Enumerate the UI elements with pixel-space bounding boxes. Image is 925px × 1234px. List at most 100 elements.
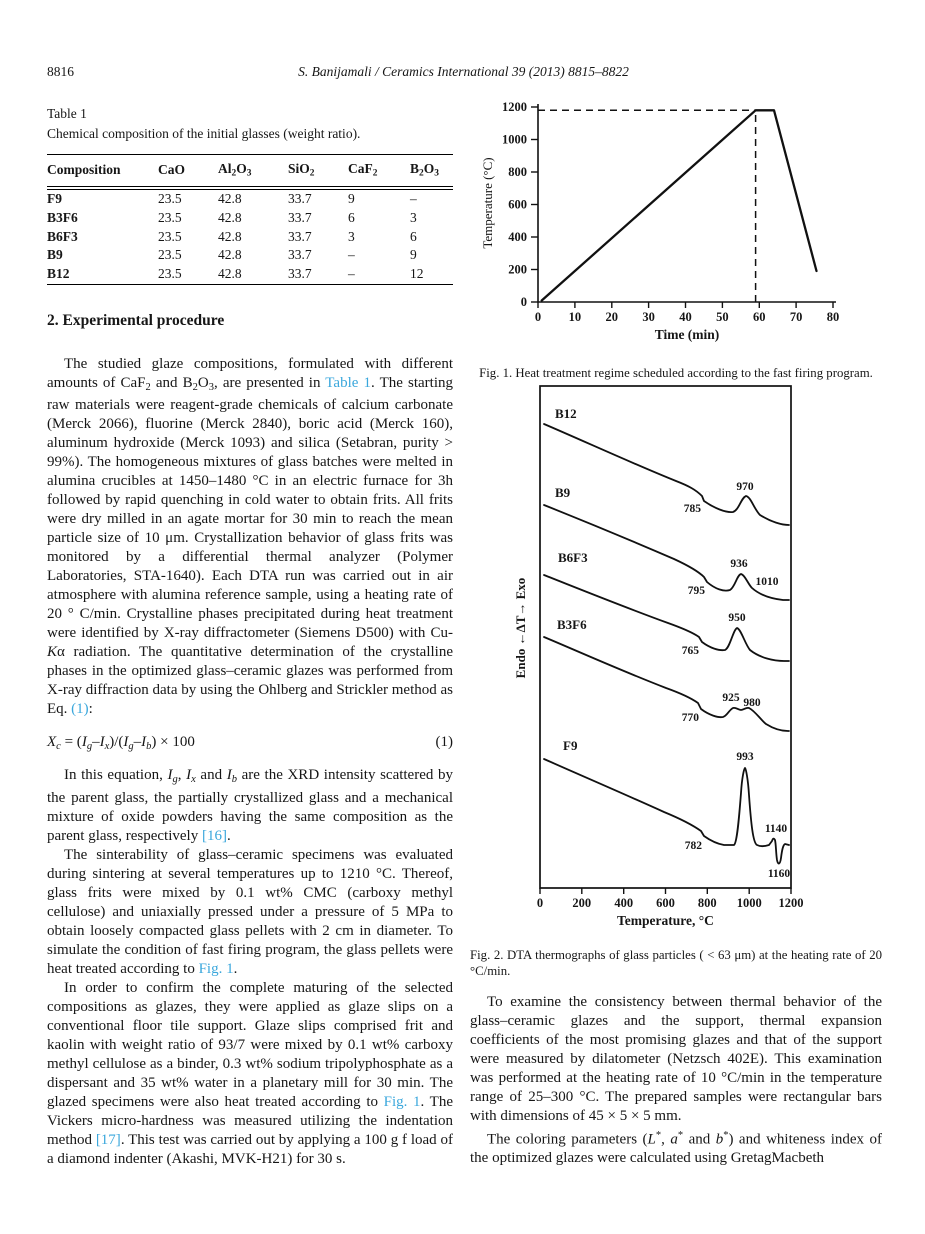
fig1-y-axis-label: Temperature (°C) (480, 157, 495, 248)
fig1-ytick-1000: 1000 (502, 133, 527, 147)
annotation-f9-1140: 1140 (765, 823, 788, 835)
fig1-xtick-60: 60 (753, 310, 766, 324)
table-cell: 23.5 (158, 266, 182, 282)
annotation-f9-782: 782 (685, 840, 703, 852)
table-row: B12 23.5 42.8 33.7 – 12 (47, 265, 453, 284)
page-number: 8816 (47, 64, 74, 79)
table-cell: 33.7 (288, 228, 312, 244)
fig1-x-axis-label: Time (min) (655, 327, 720, 342)
table-header-sio2: SiO2 (288, 154, 348, 190)
table-row: F9 23.5 42.8 33.7 9 – (47, 188, 453, 209)
table-cell: B9 (47, 247, 63, 263)
annotation-b12-970: 970 (736, 481, 754, 493)
annotation-b6f3-765: 765 (682, 645, 700, 657)
fig1-ytick-1200: 1200 (502, 100, 527, 114)
table-cell: B3F6 (47, 209, 78, 225)
table-cell: 3 (410, 209, 417, 225)
citation-link[interactable]: Fig. 1 (383, 1094, 421, 1111)
dta-curve-b9 (543, 504, 790, 601)
annotation-b3f6-925: 925 (722, 692, 740, 704)
annotation-b9-936: 936 (730, 558, 748, 570)
table-cell: – (410, 191, 417, 207)
table-cell: 33.7 (288, 209, 312, 225)
fig1-ytick-400: 400 (508, 230, 527, 244)
fig1-xtick-20: 20 (606, 310, 619, 324)
fig2-x-ticks (539, 888, 792, 894)
curve-label-b9: B9 (555, 485, 571, 500)
fig2-x-axis-label: Temperature, °C (617, 913, 714, 928)
paragraph-dilatometer: To examine the consistency between therm… (470, 994, 882, 1124)
table-header-al2o3: Al2O3 (218, 154, 288, 190)
table-cell: B6F3 (47, 228, 78, 244)
fig2-caption: Fig. 2. DTA thermographs of glass partic… (470, 947, 882, 979)
table-header-caf2: CaF2 (348, 154, 410, 190)
fig2-xtick-1200: 1200 (779, 896, 804, 910)
annotation-b9-1010: 1010 (756, 576, 779, 588)
fig1-xtick-80: 80 (827, 310, 840, 324)
dta-curve-b12 (543, 423, 790, 526)
citation-link[interactable]: (1) (71, 701, 89, 718)
annotation-b6f3-950: 950 (728, 612, 746, 624)
table-cell: 33.7 (288, 266, 312, 282)
table-header-composition: Composition (47, 154, 158, 190)
table-cell: 9 (410, 247, 417, 263)
fig1-xtick-10: 10 (569, 310, 582, 324)
table-row: B6F3 23.5 42.8 33.7 3 6 (47, 227, 453, 246)
table-header-cao: CaO (158, 154, 218, 190)
curve-label-b3f6: B3F6 (557, 617, 587, 632)
equation-1: Xc = (Ig–Ix)/(Ig–Ib) × 100 (1) (47, 734, 453, 752)
fig1-xtick-40: 40 (679, 310, 692, 324)
fig2-xtick-800: 800 (698, 896, 717, 910)
table-cell: 42.8 (218, 247, 242, 263)
section-heading: 2. Experimental procedure (47, 311, 225, 329)
dta-curve-b6f3 (543, 574, 790, 662)
dta-curve-f9 (543, 758, 790, 865)
table-cell: 33.7 (288, 247, 312, 263)
fig1-ytick-600: 600 (508, 198, 527, 212)
annotation-b12-785: 785 (684, 503, 702, 515)
paragraph-experimental-2: In this equation, Ig, Ix and Ib are the … (47, 767, 453, 845)
table-header-b2o3: B2O3 (410, 154, 453, 190)
citation-link[interactable]: Table 1 (325, 374, 371, 391)
table-cell: 23.5 (158, 228, 182, 244)
table-row: B3F6 23.5 42.8 33.7 6 3 (47, 208, 453, 227)
left-column: Table 1 Chemical composition of the init… (47, 106, 453, 1169)
running-head: S. Banijamali / Ceramics International 3… (298, 64, 629, 79)
composition-table: Composition CaO Al2O3 SiO2 CaF2 B2O3 F9 … (47, 154, 453, 285)
dta-curve-b3f6 (543, 636, 790, 732)
table-cell: – (348, 266, 355, 282)
table-row: B9 23.5 42.8 33.7 – 9 (47, 246, 453, 265)
annotation-b9-795: 795 (688, 585, 706, 597)
table-header-row: Composition CaO Al2O3 SiO2 CaF2 B2O3 (47, 154, 453, 190)
citation-link[interactable]: [16] (201, 828, 227, 845)
table-cell: 3 (348, 228, 355, 244)
fig1-chart: 0 200 400 600 800 1000 1200 0 10 20 30 4… (480, 100, 840, 342)
fig2-xtick-600: 600 (656, 896, 675, 910)
table-label: Table 1 (47, 106, 87, 121)
paragraph-experimental-1: The studied glaze compositions, formulat… (47, 355, 454, 718)
table-cell: 9 (348, 191, 355, 207)
citation-link[interactable]: Fig. 1 (198, 961, 234, 978)
fig1-xtick-30: 30 (642, 310, 655, 324)
paragraph-experimental-4: In order to confirm the complete maturin… (47, 980, 453, 1168)
table-cell: 42.8 (218, 191, 242, 207)
fig2-xtick-1000: 1000 (737, 896, 762, 910)
annotation-f9-993: 993 (736, 751, 754, 763)
fig2-y-axis-label: Endo ←ΔT→ Exo (513, 578, 528, 679)
curve-label-b6f3: B6F3 (558, 550, 588, 565)
fig1-xtick-70: 70 (790, 310, 803, 324)
fig1-xtick-50: 50 (716, 310, 729, 324)
citation-link[interactable]: [17] (95, 1132, 121, 1149)
fig2-xtick-200: 200 (572, 896, 591, 910)
fig1-caption: Fig. 1. Heat treatment regime scheduled … (479, 365, 873, 380)
table-cell: 6 (410, 228, 417, 244)
fig1-ytick-0: 0 (521, 295, 527, 309)
fig1-x-ticks (537, 302, 834, 308)
table-cell: – (348, 247, 355, 263)
table-cell: 23.5 (158, 247, 182, 263)
curve-label-f9: F9 (563, 738, 578, 753)
fig2-chart: 0 200 400 600 800 1000 1200 Temperature,… (513, 385, 804, 928)
annotation-b3f6-980: 980 (743, 697, 761, 709)
fig1-ytick-800: 800 (508, 165, 527, 179)
fig2-xtick-0: 0 (537, 896, 543, 910)
